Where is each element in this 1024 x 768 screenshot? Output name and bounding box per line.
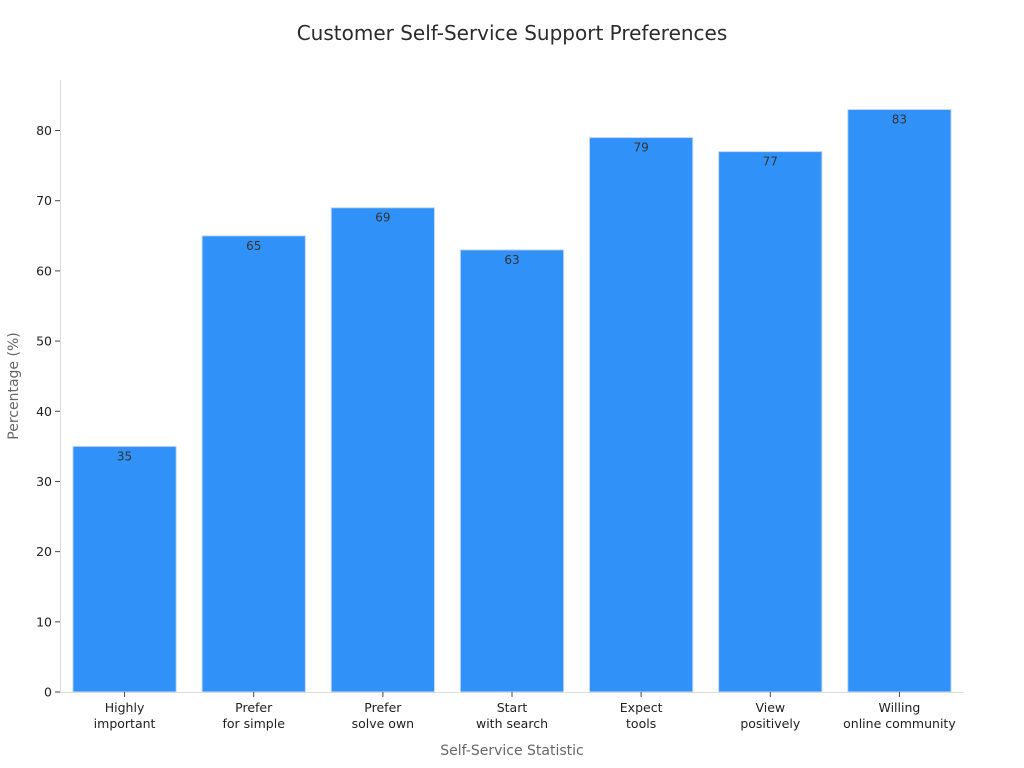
x-tick-label-2: Prefer solve own — [352, 700, 415, 731]
data-label-0: 35 — [117, 449, 132, 463]
data-label-3: 63 — [504, 253, 519, 267]
data-label-2: 69 — [375, 211, 390, 225]
bar-3 — [459, 249, 565, 693]
data-label-4: 79 — [633, 141, 648, 155]
y-tick-label-2: 20 — [36, 544, 52, 559]
data-labels-layer: 35 65 69 63 79 77 83 — [117, 112, 907, 463]
data-label-1: 65 — [246, 239, 261, 253]
x-tick-label-4: Expect tools — [620, 700, 663, 731]
x-tick-label-3: Start with search — [476, 700, 548, 731]
y-axis-ticks: 0 10 20 30 40 50 60 70 80 — [36, 123, 60, 700]
y-tick-label-5: 50 — [36, 334, 52, 349]
bar-0 — [72, 445, 177, 693]
y-tick-label-4: 40 — [36, 404, 52, 419]
y-tick-label-3: 30 — [36, 474, 52, 489]
y-tick-label-0: 0 — [44, 685, 52, 700]
x-tick-label-1: Prefer for simple — [222, 700, 285, 731]
y-tick-label-1: 10 — [36, 614, 52, 629]
bar-6 — [847, 108, 952, 693]
x-tick-label-5: View positively — [740, 700, 801, 731]
bar-5 — [718, 151, 823, 693]
data-label-6: 83 — [892, 112, 907, 126]
y-axis-title: Percentage (%) — [6, 332, 22, 439]
bars-layer — [72, 108, 952, 693]
y-tick-label-8: 80 — [36, 123, 52, 138]
x-axis-title: Self-Service Statistic — [440, 743, 584, 759]
bar-4 — [588, 137, 694, 693]
data-label-5: 77 — [763, 155, 778, 169]
y-tick-label-7: 70 — [36, 193, 52, 208]
bar-1 — [201, 235, 306, 693]
y-tick-label-6: 60 — [36, 263, 52, 278]
x-axis-ticks: Highly important Prefer for simple Prefer sol… — [94, 692, 956, 731]
chart-title: Customer Self-Service Support Preference… — [297, 21, 728, 45]
bar-2 — [330, 207, 436, 693]
x-tick-label-0: Highly important — [94, 700, 156, 731]
x-tick-label-6: Willing online community — [843, 700, 956, 731]
